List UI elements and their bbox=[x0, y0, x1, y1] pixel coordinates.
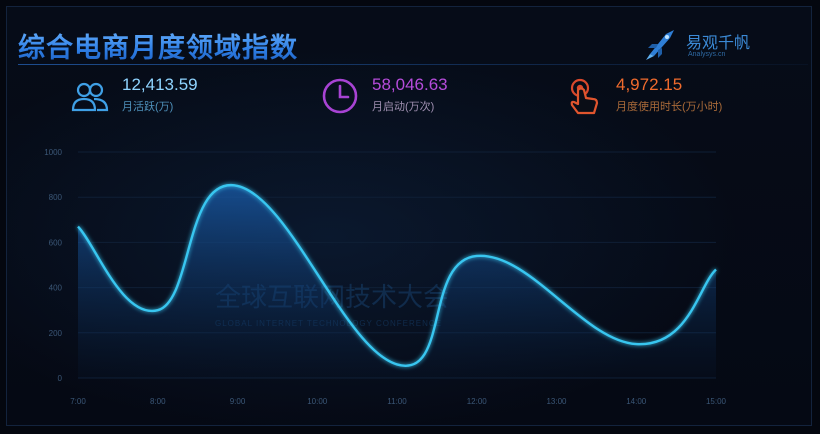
users-icon bbox=[71, 82, 109, 112]
y-tick-label: 400 bbox=[49, 284, 63, 293]
y-tick-label: 200 bbox=[49, 329, 63, 338]
x-tick-label: 12:00 bbox=[467, 397, 488, 406]
y-axis: 0 200 400 600 800 1000 bbox=[44, 148, 62, 383]
x-tick-label: 8:00 bbox=[150, 397, 166, 406]
y-tick-label: 0 bbox=[58, 374, 63, 383]
x-tick-label: 15:00 bbox=[706, 397, 727, 406]
stat-label: 月活跃(万) bbox=[122, 101, 174, 113]
y-tick-label: 600 bbox=[49, 238, 63, 247]
stat-value: 12,413.59 bbox=[122, 75, 198, 94]
y-tick-label: 1000 bbox=[44, 148, 62, 157]
page-title: 综合电商月度领域指数 bbox=[18, 26, 298, 65]
stat-label: 月度使用时长(万小时) bbox=[616, 101, 723, 113]
brand-subtext: Analysys.cn bbox=[688, 51, 726, 58]
x-tick-label: 11:00 bbox=[387, 397, 407, 406]
area-fill bbox=[78, 185, 716, 378]
x-tick-label: 13:00 bbox=[546, 397, 567, 406]
stat-label: 月启动(万次) bbox=[372, 101, 435, 113]
series-path bbox=[77, 184, 717, 367]
y-tick-label: 800 bbox=[49, 193, 63, 202]
x-tick-label: 7:00 bbox=[70, 397, 86, 406]
x-tick-label: 9:00 bbox=[230, 397, 246, 406]
stat-value: 58,046.63 bbox=[372, 75, 448, 94]
stat-value: 4,972.15 bbox=[616, 75, 683, 94]
title-divider bbox=[18, 64, 808, 65]
series-area bbox=[78, 185, 716, 378]
series-line bbox=[77, 184, 717, 367]
rocket-icon bbox=[646, 30, 674, 60]
x-axis: 7:00 8:00 9:00 10:00 11:00 12:00 13:00 14:00 15:… bbox=[70, 397, 726, 406]
brand-name: 易观千帆 bbox=[686, 33, 751, 52]
clock-icon bbox=[322, 78, 358, 114]
x-tick-label: 10:00 bbox=[307, 397, 328, 406]
x-tick-label: 14:00 bbox=[626, 397, 647, 406]
brand-logo: 易观千帆 Analysys.cn bbox=[642, 24, 792, 64]
hand-tap-icon bbox=[570, 78, 599, 115]
